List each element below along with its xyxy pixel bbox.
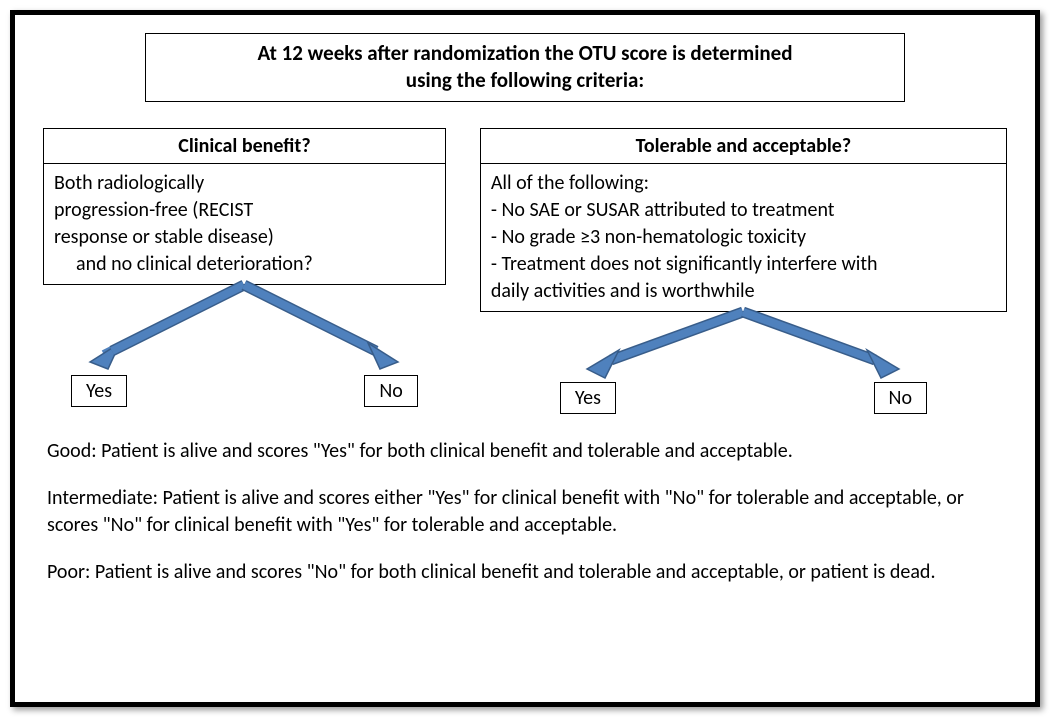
left-body-line2: progression-free (RECIST xyxy=(54,198,253,222)
title-line-1: At 12 weeks after randomization the OTU … xyxy=(258,40,793,66)
left-no-box: No xyxy=(364,375,417,407)
definitions-block: Good: Patient is alive and scores "Yes" … xyxy=(43,438,1007,586)
right-body-line5: daily activities and is worthwhile xyxy=(491,279,755,303)
right-body-line1: All of the following: xyxy=(491,171,649,195)
right-body-line4: - Treatment does not significantly inter… xyxy=(491,252,878,276)
branch-right-body: All of the following: - No SAE or SUSAR … xyxy=(480,163,1007,312)
definition-poor: Poor: Patient is alive and scores "No" f… xyxy=(47,559,1003,586)
branch-clinical-benefit: Clinical benefit? Both radiologically pr… xyxy=(43,128,446,414)
right-yes-box: Yes xyxy=(560,382,616,414)
right-body-line2: - No SAE or SUSAR attributed to treatmen… xyxy=(491,198,835,222)
outer-frame: At 12 weeks after randomization the OTU … xyxy=(0,0,1050,717)
branch-container: Clinical benefit? Both radiologically pr… xyxy=(43,128,1007,414)
left-body-line4: and no clinical deterioration? xyxy=(54,251,435,278)
title-box: At 12 weeks after randomization the OTU … xyxy=(145,33,905,102)
arrow-left-no xyxy=(244,285,444,375)
left-body-line3: response or stable disease) xyxy=(54,225,274,249)
right-arrow-row xyxy=(480,312,1007,382)
branch-left-header: Clinical benefit? xyxy=(43,128,446,163)
left-yes-box: Yes xyxy=(71,375,127,407)
arrow-right-no xyxy=(743,312,1003,382)
left-body-line1: Both radiologically xyxy=(54,171,204,195)
branch-right-header: Tolerable and acceptable? xyxy=(480,128,1007,163)
right-answer-row: Yes No xyxy=(480,382,1007,414)
diagram-frame: At 12 weeks after randomization the OTU … xyxy=(10,10,1040,707)
title-line-2: using the following criteria: xyxy=(406,67,644,93)
left-arrow-row xyxy=(43,285,446,375)
right-no-box: No xyxy=(874,382,927,414)
definition-intermediate: Intermediate: Patient is alive and score… xyxy=(47,485,1003,539)
branch-tolerable-acceptable: Tolerable and acceptable? All of the fol… xyxy=(480,128,1007,414)
left-answer-row: Yes No xyxy=(43,375,446,407)
definition-good: Good: Patient is alive and scores "Yes" … xyxy=(47,438,1003,465)
branch-left-body: Both radiologically progression-free (RE… xyxy=(43,163,446,285)
right-body-line3: - No grade ≥3 non-hematologic toxicity xyxy=(491,225,806,249)
